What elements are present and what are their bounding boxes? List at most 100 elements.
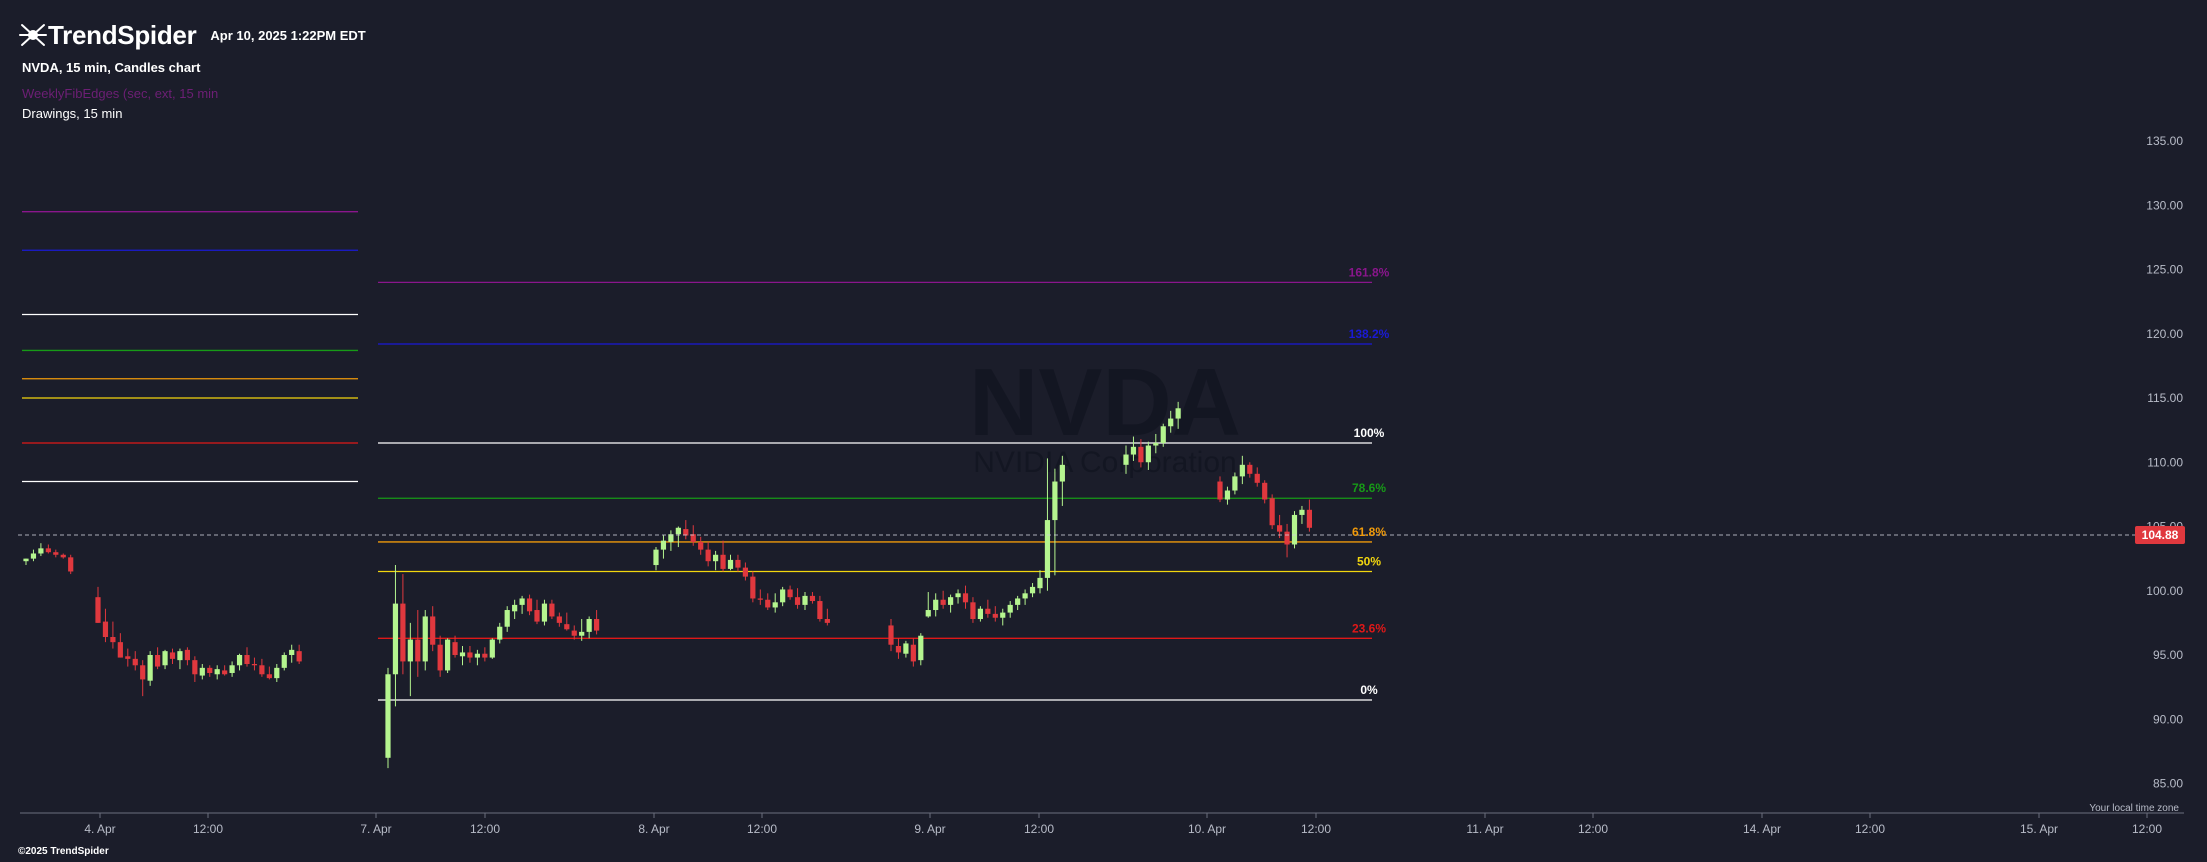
candle	[474, 649, 480, 666]
candle	[1247, 462, 1253, 478]
time-tick-label: 4. Apr	[84, 822, 115, 836]
candle	[742, 562, 748, 581]
candle	[541, 599, 548, 626]
candle	[504, 606, 510, 632]
candle	[445, 638, 451, 673]
candle	[809, 592, 816, 604]
price-tick-label: 125.00	[2146, 263, 2183, 277]
candle	[727, 554, 734, 571]
fib-level-label: 161.8%	[1349, 265, 1390, 279]
chart-info[interactable]: NVDA, 15 min, Candles chart	[22, 60, 201, 75]
candle	[1291, 511, 1298, 549]
candle	[1138, 439, 1144, 468]
candle	[177, 648, 183, 670]
candle	[229, 661, 235, 677]
indicator-legend[interactable]: WeeklyFibEdges (sec, ext, 15 min	[22, 86, 219, 101]
price-tick-label: 115.00	[2147, 391, 2183, 405]
candle	[274, 663, 280, 682]
fib-level-label: 61.8%	[1352, 525, 1386, 539]
drawings-legend[interactable]: Drawings, 15 min	[22, 106, 123, 121]
candle	[571, 625, 577, 640]
time-tick-label: 12:00	[193, 822, 223, 836]
candle	[132, 651, 138, 671]
candle	[794, 588, 801, 609]
candle	[214, 665, 220, 680]
candle	[1217, 476, 1223, 503]
candle	[437, 635, 443, 677]
candle	[985, 599, 991, 618]
time-tick-label: 12:00	[1855, 822, 1885, 836]
candle	[675, 526, 681, 548]
time-tick-label: 9. Apr	[914, 822, 945, 836]
candle	[1145, 441, 1151, 470]
candle	[184, 647, 190, 666]
candle	[392, 565, 399, 707]
candle	[668, 530, 674, 551]
candle	[519, 595, 525, 614]
candle	[948, 594, 954, 613]
chart-datetime: Apr 10, 2025 1:22PM EDT	[210, 27, 366, 43]
candle	[467, 646, 473, 663]
last-price-badge: 104.88	[2135, 526, 2185, 544]
candle	[824, 608, 830, 626]
fib-level-label: 100%	[1354, 426, 1385, 440]
candle	[407, 622, 413, 697]
time-axis[interactable]: 4. Apr 12:00 7. Apr 12:00 8. Apr 12:00 9. Apr 1…	[84, 813, 2162, 836]
brand-bar: TrendSpider Apr 10, 2025 1:22PM EDT	[18, 18, 366, 52]
candle	[117, 633, 123, 658]
candle	[1224, 486, 1231, 505]
candle	[102, 608, 109, 643]
candle	[125, 648, 131, 667]
candle	[895, 638, 902, 659]
fib-labels: 161.8% 138.2% 100% 78.6% 61.8% 50% 23.6% 0%	[1349, 265, 1390, 697]
candle	[1239, 455, 1245, 485]
trendspider-logo-icon	[19, 24, 47, 46]
previous-week-fib-levels	[22, 211, 358, 483]
candle	[955, 589, 961, 604]
candle	[594, 610, 600, 635]
time-tick-label: 15. Apr	[2020, 822, 2058, 836]
candle	[68, 554, 74, 575]
candle	[1232, 472, 1238, 495]
watermark-subtitle: NVIDIA Corporation	[973, 446, 1236, 479]
candle	[45, 544, 51, 554]
candle	[1306, 499, 1312, 532]
price-tick-label: 90.00	[2153, 712, 2183, 726]
time-tick-label: 10. Apr	[1188, 822, 1226, 836]
candle	[992, 606, 998, 622]
fib-level-label: 23.6%	[1352, 621, 1386, 635]
candle	[53, 549, 59, 558]
candle	[698, 536, 704, 555]
candle	[683, 520, 689, 540]
candle	[918, 633, 924, 666]
candle	[1015, 595, 1021, 611]
candle	[903, 640, 909, 658]
timezone-label[interactable]: Your local time zone	[2089, 803, 2179, 814]
candle	[60, 553, 66, 559]
fib-level-label: 50%	[1357, 554, 1381, 568]
candle	[38, 543, 44, 557]
candle	[1284, 523, 1290, 558]
candle	[653, 547, 659, 571]
candle	[244, 647, 250, 667]
candle	[1160, 423, 1166, 447]
candle	[970, 597, 976, 623]
price-axis[interactable]: 135.00130.00125.00120.00115.00110.00105.…	[2146, 134, 2183, 791]
candle	[802, 592, 808, 611]
candle	[977, 606, 983, 622]
candle	[925, 592, 931, 618]
candle	[1269, 494, 1275, 530]
fib-level-label: 138.2%	[1349, 327, 1390, 341]
candle	[1022, 589, 1028, 605]
candle	[430, 606, 436, 652]
candle	[549, 599, 555, 620]
candle	[281, 652, 287, 671]
candle	[199, 663, 205, 680]
fib-level-label: 78.6%	[1352, 481, 1386, 495]
candle	[482, 647, 488, 662]
candle	[415, 610, 421, 677]
candle	[660, 535, 667, 559]
candle	[586, 616, 592, 639]
candle	[459, 646, 466, 666]
